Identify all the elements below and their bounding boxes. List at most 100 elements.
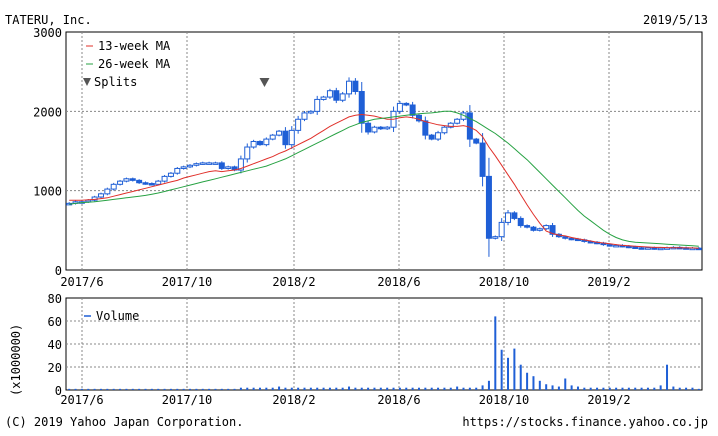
volume-y-tick-label: 0 bbox=[55, 384, 62, 398]
volume-bar bbox=[233, 388, 236, 390]
volume-bar bbox=[150, 388, 153, 390]
legend-splits-marker bbox=[83, 78, 91, 86]
volume-bar bbox=[443, 387, 446, 390]
candle-body bbox=[549, 225, 556, 235]
volume-bar bbox=[576, 386, 579, 390]
volume-bar bbox=[360, 387, 363, 390]
candle-body bbox=[613, 244, 620, 248]
price-x-tick-label: 2017/10 bbox=[162, 275, 213, 289]
volume-bar bbox=[519, 364, 522, 390]
volume-bar bbox=[481, 385, 484, 390]
volume-bar bbox=[634, 387, 637, 390]
volume-bar bbox=[589, 387, 592, 390]
candle-body bbox=[435, 132, 442, 140]
candle-body bbox=[454, 118, 461, 124]
candle-body bbox=[333, 90, 340, 101]
candle-body bbox=[314, 98, 321, 112]
candle-body bbox=[644, 247, 651, 250]
volume-y-tick-label: 20 bbox=[48, 361, 62, 375]
chart-date: 2019/5/13 bbox=[643, 13, 708, 27]
candle-body bbox=[606, 244, 613, 247]
candle-body bbox=[422, 120, 429, 136]
price-x-tick-label: 2018/2 bbox=[272, 275, 315, 289]
volume-bar bbox=[475, 387, 478, 390]
candle-body bbox=[638, 247, 645, 250]
volume-bar bbox=[602, 387, 605, 390]
company-name: TATERU, Inc. bbox=[5, 13, 92, 27]
volume-bar bbox=[112, 388, 115, 390]
volume-bar bbox=[348, 386, 351, 390]
volume-bar bbox=[405, 387, 408, 390]
source-url: https://stocks.finance.yahoo.co.jp bbox=[462, 415, 708, 429]
volume-bar bbox=[201, 388, 204, 390]
volume-bar bbox=[437, 387, 440, 390]
price-x-tick-label: 2017/6 bbox=[60, 275, 103, 289]
volume-bar bbox=[328, 387, 331, 390]
volume-bar bbox=[494, 316, 497, 390]
volume-bar bbox=[424, 387, 427, 390]
volume-x-tick-label: 2017/10 bbox=[162, 393, 213, 407]
price-grid bbox=[66, 32, 702, 270]
candle-body bbox=[97, 193, 104, 198]
volume-x-tick-label: 2017/6 bbox=[60, 393, 103, 407]
price-y-tick-label: 3000 bbox=[33, 26, 62, 40]
volume-bar bbox=[462, 387, 465, 390]
volume-bar bbox=[290, 387, 293, 390]
candle-body bbox=[447, 122, 454, 128]
volume-bar bbox=[176, 388, 179, 390]
candle-body bbox=[288, 129, 295, 146]
volume-y-tick-label: 80 bbox=[48, 292, 62, 306]
volume-bar bbox=[666, 364, 669, 390]
volume-bar bbox=[379, 387, 382, 390]
volume-bar bbox=[208, 388, 211, 390]
candle-body bbox=[193, 163, 200, 166]
candle-body bbox=[498, 221, 505, 238]
legend-ma13-label: 13-week MA bbox=[98, 39, 171, 53]
volume-bar bbox=[386, 387, 389, 390]
candle-body bbox=[473, 138, 480, 144]
candle-body bbox=[180, 166, 187, 169]
volume-bar bbox=[653, 387, 656, 390]
candle-body bbox=[187, 164, 194, 168]
candle-body bbox=[199, 162, 206, 165]
volume-bar bbox=[449, 387, 452, 390]
volume-bar bbox=[309, 387, 312, 390]
candle-body bbox=[136, 179, 143, 184]
volume-bar bbox=[239, 387, 242, 390]
candle-body bbox=[167, 172, 174, 177]
candle-body bbox=[307, 110, 314, 114]
candle-body bbox=[371, 126, 378, 133]
volume-bar bbox=[487, 380, 490, 390]
candle-body bbox=[174, 167, 181, 174]
volume-y-tick-labels: 0 20 40 60 80 bbox=[48, 292, 62, 398]
candle-body bbox=[117, 180, 124, 185]
candle-body bbox=[632, 246, 639, 249]
volume-bar bbox=[182, 388, 185, 390]
price-x-tick-labels: 2017/6 2017/10 2018/2 2018/6 2018/10 2019/2 bbox=[60, 275, 630, 289]
volume-bar bbox=[691, 387, 694, 390]
candle-body bbox=[428, 134, 435, 140]
candle-body bbox=[409, 104, 416, 116]
price-y-tick-label: 2000 bbox=[33, 105, 62, 119]
candlestick-series bbox=[66, 77, 702, 257]
volume-bar bbox=[284, 387, 287, 390]
candle-body bbox=[263, 138, 270, 146]
candle-body bbox=[568, 237, 575, 241]
candle-body bbox=[244, 146, 251, 160]
price-y-tick-labels: 0 1000 2000 3000 bbox=[33, 26, 62, 278]
candle-body bbox=[269, 134, 276, 140]
price-x-tick-label: 2018/6 bbox=[377, 275, 420, 289]
candle-body bbox=[129, 178, 136, 181]
volume-bar bbox=[214, 388, 217, 390]
volume-bar bbox=[640, 387, 643, 390]
candle-body bbox=[441, 126, 448, 134]
volume-bar bbox=[545, 384, 548, 390]
volume-bar bbox=[513, 348, 516, 390]
volume-bar bbox=[500, 349, 503, 390]
volume-y-tick-label: 40 bbox=[48, 338, 62, 352]
volume-bars bbox=[68, 316, 700, 390]
volume-bar bbox=[341, 387, 344, 390]
volume-x-tick-label: 2018/2 bbox=[272, 393, 315, 407]
volume-bar bbox=[119, 388, 122, 390]
